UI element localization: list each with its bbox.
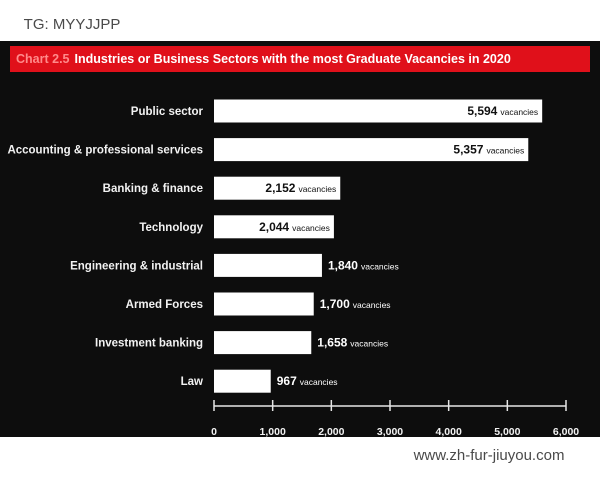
value-unit: vacancies — [350, 339, 388, 349]
category-label: Armed Forces — [126, 299, 203, 311]
value-number: 5,357 — [453, 143, 483, 157]
value-label: 1,840 vacancies — [328, 258, 399, 272]
value-unit: vacancies — [500, 107, 538, 117]
value-label: 1,658 vacancies — [317, 336, 388, 350]
value-number: 5,594 — [467, 104, 497, 118]
bar — [214, 331, 312, 355]
value-number: 1,840 — [328, 258, 358, 272]
chart-title: Industries or Business Sectors with the … — [74, 52, 511, 66]
bar — [214, 99, 543, 123]
value-unit: vacancies — [298, 184, 336, 194]
x-tick-label: 4,000 — [436, 426, 462, 438]
category-label: Public sector — [131, 106, 204, 118]
x-tick-label: 1,000 — [260, 426, 286, 438]
value-label: 1,700 vacancies — [320, 297, 391, 311]
x-tick-label: 3,000 — [377, 426, 403, 438]
x-tick-label: 0 — [211, 426, 217, 438]
value-number: 967 — [277, 374, 297, 388]
value-number: 2,152 — [265, 181, 295, 195]
category-label: Engineering & industrial — [70, 260, 203, 272]
value-unit: vacancies — [300, 377, 338, 387]
value-label: 2,044 vacancies — [259, 220, 330, 234]
category-label: Technology — [139, 222, 203, 234]
value-unit: vacancies — [292, 223, 330, 233]
value-number: 1,700 — [320, 297, 350, 311]
bar — [214, 176, 341, 200]
bar — [214, 369, 271, 393]
x-tick-label: 6,000 — [553, 426, 579, 438]
bar — [214, 215, 334, 239]
value-label: 2,152 vacancies — [265, 181, 336, 195]
category-label: Investment banking — [95, 338, 203, 350]
bar — [214, 292, 314, 316]
bar — [214, 138, 529, 162]
watermark-badge-top: TG: MYYJJPP — [10, 10, 134, 38]
x-tick-label: 2,000 — [318, 426, 344, 438]
value-unit: vacancies — [486, 146, 524, 156]
value-number: 1,658 — [317, 336, 347, 350]
bar — [214, 253, 322, 277]
value-unit: vacancies — [353, 300, 391, 310]
x-tick-label: 5,000 — [494, 426, 520, 438]
category-label: Accounting & professional services — [7, 145, 203, 157]
category-label: Banking & finance — [103, 183, 203, 195]
watermark-badge-bottom: www.zh-fur-jiuyou.com — [390, 440, 588, 470]
value-label: 5,357 vacancies — [453, 143, 524, 157]
value-label: 967 vacancies — [277, 374, 338, 388]
value-label: 5,594 vacancies — [467, 104, 538, 118]
category-label: Law — [181, 376, 203, 388]
value-number: 2,044 — [259, 220, 289, 234]
value-unit: vacancies — [361, 261, 399, 271]
chart-number: Chart 2.5 — [16, 52, 70, 66]
chart-title-bar: Chart 2.5 Industries or Business Sectors… — [10, 46, 590, 72]
